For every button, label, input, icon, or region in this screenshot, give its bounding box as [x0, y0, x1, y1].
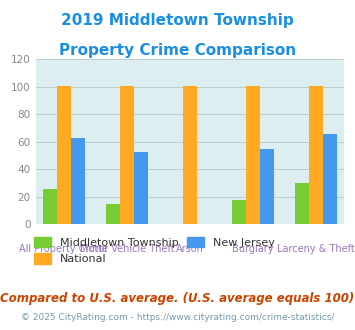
- Text: Burglary: Burglary: [232, 244, 274, 254]
- Bar: [106, 204, 120, 224]
- Bar: [134, 151, 148, 224]
- Text: Arson: Arson: [176, 244, 204, 254]
- Text: © 2025 CityRating.com - https://www.cityrating.com/crime-statistics/: © 2025 CityRating.com - https://www.city…: [21, 313, 334, 322]
- Bar: [183, 85, 197, 224]
- Text: All Property Crime: All Property Crime: [20, 244, 108, 254]
- Bar: [43, 189, 57, 224]
- Bar: [120, 85, 134, 224]
- Text: 2019 Middletown Township: 2019 Middletown Township: [61, 13, 294, 28]
- Bar: [71, 138, 84, 224]
- Bar: [260, 149, 274, 224]
- Bar: [295, 183, 309, 224]
- Bar: [309, 85, 323, 224]
- Bar: [246, 85, 260, 224]
- Bar: [323, 134, 337, 224]
- Text: Compared to U.S. average. (U.S. average equals 100): Compared to U.S. average. (U.S. average …: [0, 292, 355, 305]
- Bar: [57, 85, 71, 224]
- Text: Property Crime Comparison: Property Crime Comparison: [59, 43, 296, 58]
- Legend: Middletown Township, National, New Jersey: Middletown Township, National, New Jerse…: [34, 237, 274, 264]
- Text: Larceny & Theft: Larceny & Theft: [277, 244, 355, 254]
- Bar: [232, 200, 246, 224]
- Text: Motor Vehicle Theft: Motor Vehicle Theft: [80, 244, 174, 254]
